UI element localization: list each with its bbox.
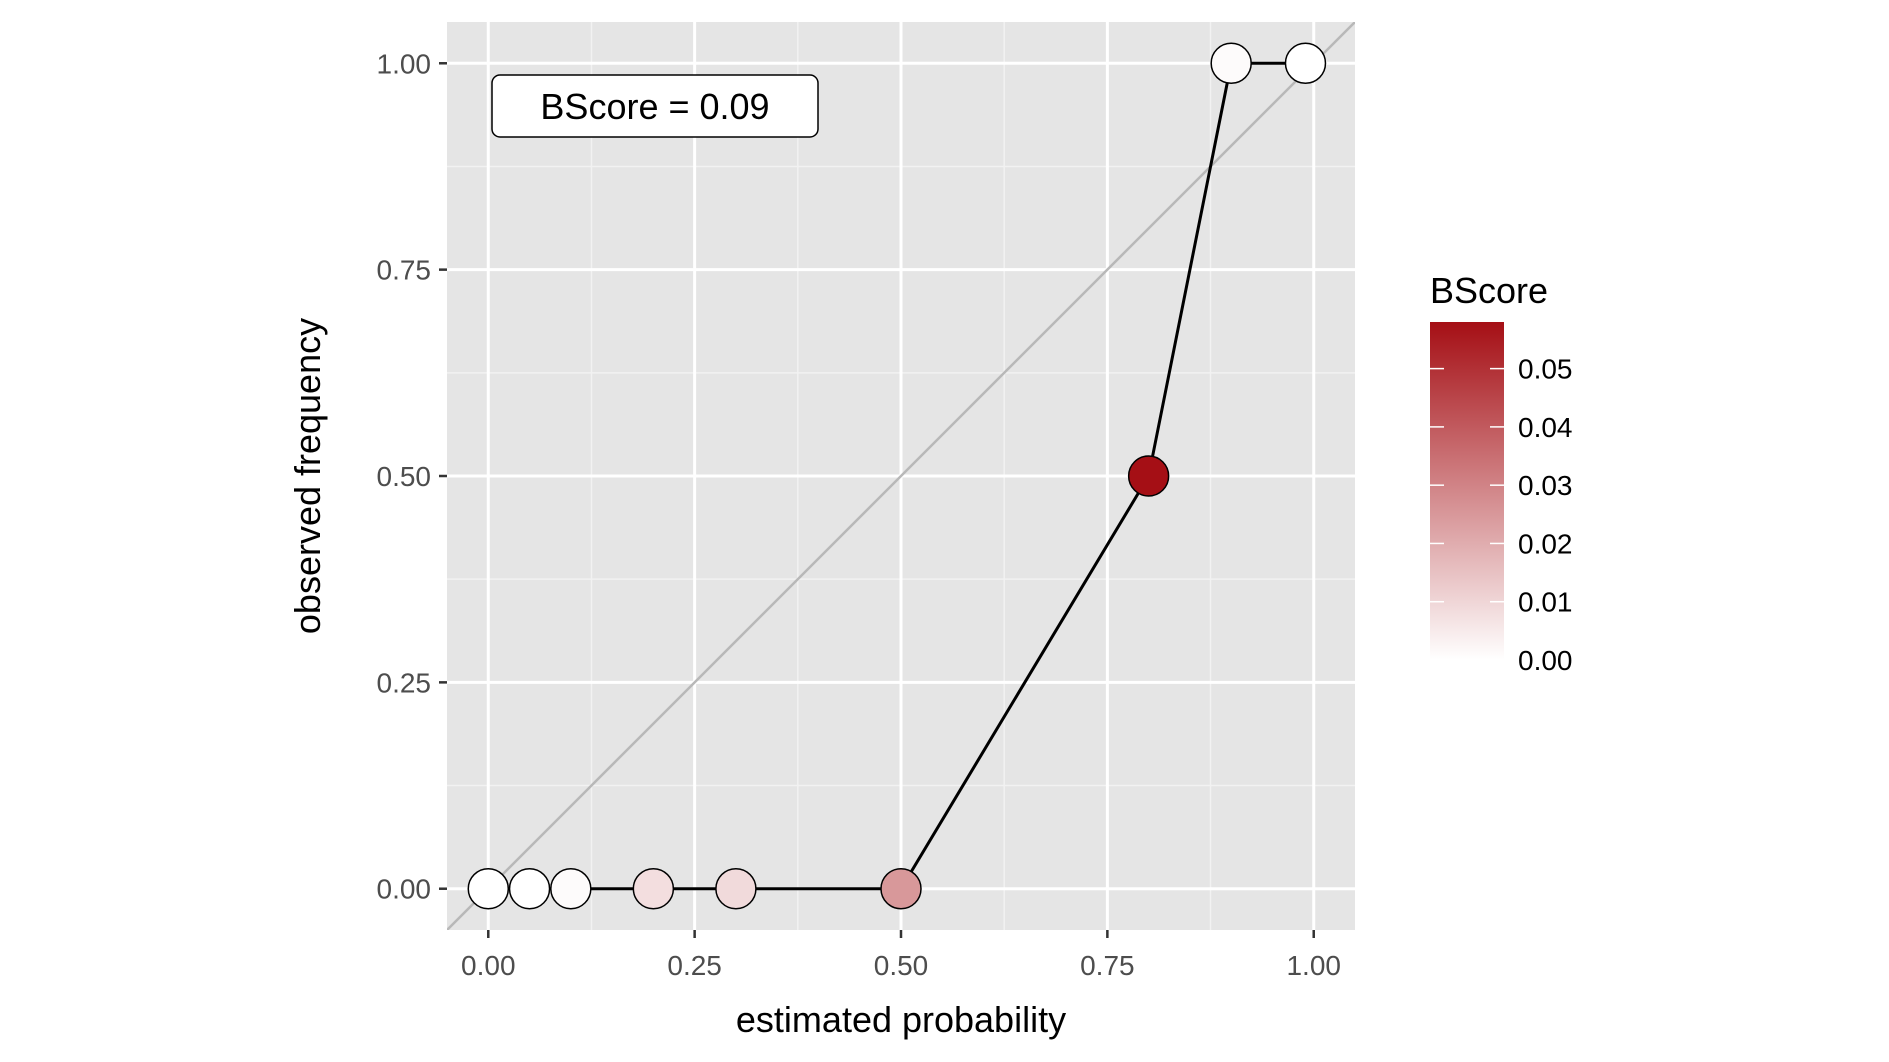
- data-point: [715, 867, 757, 910]
- y-tick-label: 0.00: [377, 874, 432, 905]
- legend-tick-label: 0.00: [1518, 645, 1573, 676]
- x-tick-label: 0.75: [1080, 950, 1135, 981]
- x-tick-label: 0.50: [874, 950, 929, 981]
- x-tick-label: 0.25: [667, 950, 722, 981]
- y-tick-label: 0.50: [377, 461, 432, 492]
- y-axis-title: observed frequency: [287, 318, 328, 634]
- y-tick-label: 1.00: [377, 48, 432, 79]
- data-point: [880, 867, 922, 910]
- legend-tick-label: 0.01: [1518, 587, 1573, 618]
- x-axis-title: estimated probability: [736, 999, 1066, 1040]
- reference-line: [447, 22, 1355, 930]
- legend-tick-label: 0.04: [1518, 412, 1573, 443]
- y-tick-label: 0.25: [377, 667, 432, 698]
- data-point: [508, 867, 551, 910]
- y-axis: 0.00 0.25 0.50 0.75 1.00: [377, 48, 447, 905]
- annotation-label: BScore = 0.09: [540, 86, 769, 127]
- legend-colorbar: [1430, 322, 1504, 660]
- legend-tick-label: 0.03: [1518, 470, 1573, 501]
- x-axis: 0.00 0.25 0.50 0.75 1.00: [461, 930, 1341, 981]
- data-point: [550, 867, 592, 910]
- x-tick-label: 0.00: [461, 950, 516, 981]
- y-tick-label: 0.75: [377, 255, 432, 286]
- data-points: [467, 42, 1327, 910]
- legend-tick-label: 0.02: [1518, 528, 1573, 559]
- data-point: [1127, 455, 1170, 497]
- annotation-box: BScore = 0.09: [491, 74, 819, 138]
- legend: BScore 0.00 0.01 0.02 0.03 0.04 0.05: [1430, 270, 1573, 676]
- legend-title: BScore: [1430, 270, 1548, 311]
- x-tick-label: 1.00: [1286, 950, 1341, 981]
- legend-ticks: 0.00 0.01 0.02 0.03 0.04 0.05: [1430, 354, 1573, 676]
- data-point: [632, 867, 675, 910]
- data-point: [467, 867, 510, 910]
- legend-tick-label: 0.05: [1518, 354, 1573, 385]
- data-point: [1284, 42, 1327, 85]
- data-point: [1210, 42, 1252, 85]
